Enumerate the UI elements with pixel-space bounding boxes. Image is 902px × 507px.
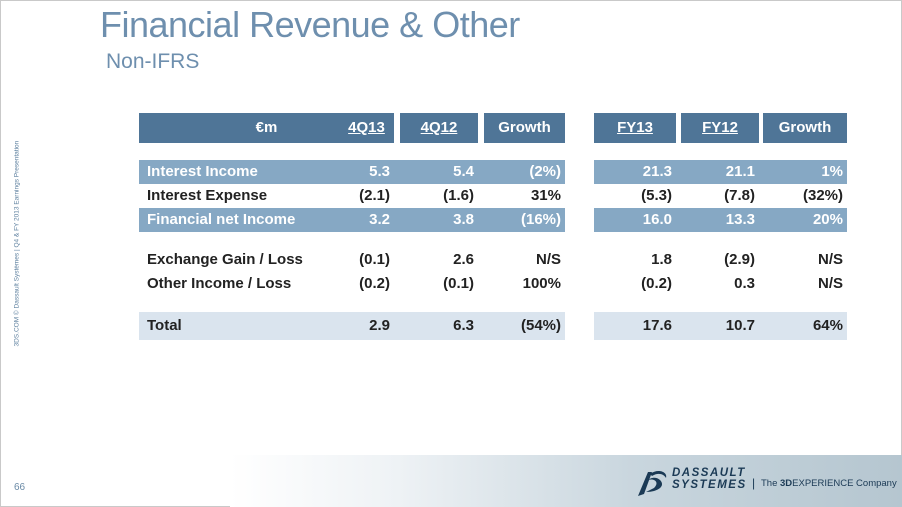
row-band	[594, 160, 847, 184]
row-label: Interest Expense	[147, 187, 268, 204]
footer-separator: |	[752, 476, 756, 490]
slide-title: Financial Revenue & Other	[100, 4, 520, 45]
page-number: 66	[14, 482, 26, 493]
table-cell: (2.9)	[724, 251, 755, 268]
table-cell: (7.8)	[724, 187, 755, 204]
table-cell: 0.3	[734, 275, 755, 292]
row-band	[139, 208, 565, 232]
dassault-logo-icon	[638, 471, 667, 496]
table-cell: N/S	[817, 275, 843, 292]
row-band	[594, 312, 847, 340]
table-cell: 20%	[812, 211, 843, 228]
table-cell: 2.9	[369, 317, 390, 334]
tagline-prefix: The	[761, 478, 781, 489]
table-cell: (2.1)	[359, 187, 390, 204]
header-col-5: FY12	[681, 113, 759, 143]
logo-line-1: DASSAULT	[672, 467, 746, 479]
table-cell: 10.7	[725, 317, 755, 334]
table-cell: 5.3	[369, 163, 390, 180]
row-label: Interest Income	[147, 163, 258, 180]
table-cell: 13.3	[725, 211, 755, 228]
table-cell: (2%)	[529, 163, 561, 180]
table-cell: (16%)	[520, 211, 561, 228]
table-cell: (54%)	[520, 317, 561, 334]
row-label: Exchange Gain / Loss	[147, 251, 303, 268]
table-cell: 21.3	[642, 163, 672, 180]
logo-line-2: SYSTEMES	[672, 479, 747, 491]
table-cell: (0.2)	[359, 275, 390, 292]
row-label: Financial net Income	[147, 211, 296, 228]
tagline-bold: 3D	[780, 478, 793, 489]
table-cell: 1%	[821, 163, 843, 180]
table-cell: N/S	[817, 251, 843, 268]
table-cell: (32%)	[802, 187, 843, 204]
table-cell: N/S	[535, 251, 561, 268]
table-cell: 3.2	[369, 211, 390, 228]
table-cell: (1.6)	[443, 187, 474, 204]
table-cell: 100%	[522, 275, 561, 292]
table-cell: 16.0	[642, 211, 672, 228]
tagline-rest: EXPERIENCE Company	[792, 478, 897, 489]
dassault-logo-text: DASSAULT SYSTEMES	[672, 467, 747, 491]
row-label: Other Income / Loss	[147, 275, 292, 292]
table-cell: 6.3	[453, 317, 474, 334]
table-cell: 64%	[812, 317, 843, 334]
header-col-1: 4Q13	[348, 119, 385, 136]
side-copyright-text: 3DS.COM © Dassault Systèmes | Q4 & FY 20…	[13, 140, 21, 347]
table-cell: 17.6	[642, 317, 672, 334]
footer-band	[230, 455, 902, 507]
header-col-6: Growth	[763, 113, 847, 143]
row-label: Total	[147, 317, 182, 334]
company-tagline: The 3DEXPERIENCE Company	[761, 478, 897, 489]
table-cell: 3.8	[453, 211, 474, 228]
row-band	[139, 312, 565, 340]
header-unit: €m	[139, 113, 394, 143]
table-cell: (5.3)	[641, 187, 672, 204]
table-cell: 5.4	[453, 163, 474, 180]
table-cell: 1.8	[651, 251, 672, 268]
header-col-3: Growth	[484, 113, 565, 143]
table-cell: 21.1	[725, 163, 755, 180]
row-band	[594, 208, 847, 232]
row-band	[139, 160, 565, 184]
table-cell: (0.1)	[443, 275, 474, 292]
table-cell: 2.6	[453, 251, 474, 268]
header-col-2: 4Q12	[400, 113, 478, 143]
header-col-4: FY13	[594, 113, 676, 143]
table-cell: (0.2)	[641, 275, 672, 292]
table-cell: 31%	[530, 187, 561, 204]
table-cell: (0.1)	[359, 251, 390, 268]
slide-subtitle: Non-IFRS	[106, 50, 200, 73]
